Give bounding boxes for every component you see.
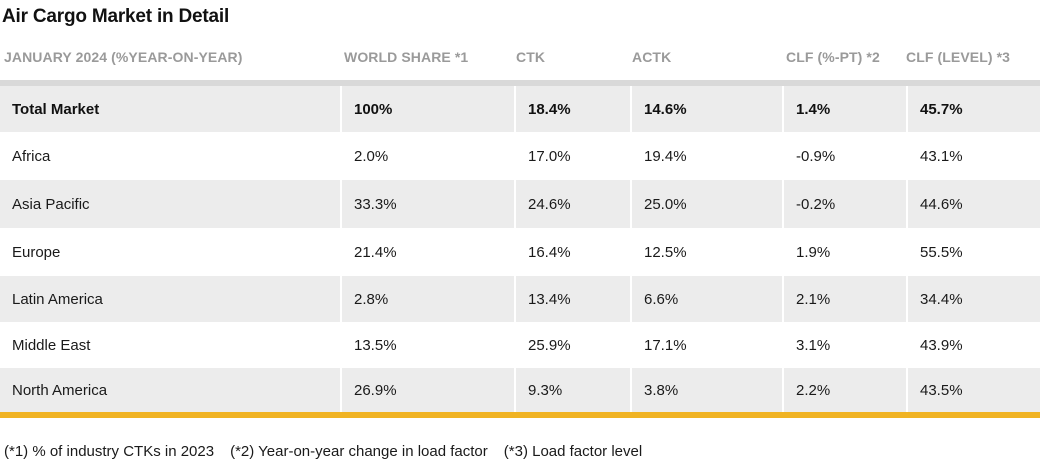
- row-label: Europe: [12, 243, 61, 261]
- world-share-cell: 100%: [340, 86, 514, 132]
- header-clf-level: CLF (LEVEL) *3: [906, 49, 1011, 65]
- footnote-1: (*1) % of industry CTKs in 2023: [4, 443, 215, 460]
- actk-cell: 25.0%: [630, 180, 782, 228]
- world-share-cell: 33.3%: [340, 180, 514, 228]
- table-row-total: Total Market 100% 18.4% 14.6% 1.4% 45.7%: [0, 86, 1040, 132]
- actk-cell: 19.4%: [630, 132, 782, 180]
- actk-cell: 6.6%: [630, 276, 782, 322]
- row-label: Africa: [12, 147, 51, 165]
- ctk-cell: 9.3%: [514, 368, 630, 412]
- table-row: Europe 21.4% 16.4% 12.5% 1.9% 55.5%: [0, 228, 1040, 276]
- clf-pt-cell: 1.4%: [782, 86, 906, 132]
- clf-level-cell: 34.4%: [906, 276, 1040, 322]
- world-share-cell: 13.5%: [340, 322, 514, 368]
- clf-pt-cell: 1.9%: [782, 228, 906, 276]
- actk-cell: 17.1%: [630, 322, 782, 368]
- ctk-cell: 25.9%: [514, 322, 630, 368]
- clf-level-cell: 55.5%: [906, 228, 1040, 276]
- footnote-3: (*3) Load factor level: [503, 443, 643, 460]
- row-label: Asia Pacific: [12, 195, 90, 213]
- header-world-share: WORLD SHARE *1: [344, 49, 469, 65]
- table-bottom-rule: [0, 412, 1040, 418]
- table-header: JANUARY 2024 (%YEAR-ON-YEAR) WORLD SHARE…: [0, 38, 1040, 80]
- clf-level-cell: 45.7%: [906, 86, 1040, 132]
- clf-level-cell: 43.9%: [906, 322, 1040, 368]
- world-share-cell: 2.8%: [340, 276, 514, 322]
- header-ctk: CTK: [516, 49, 546, 65]
- clf-pt-cell: 3.1%: [782, 322, 906, 368]
- row-label: North America: [12, 381, 108, 399]
- ctk-cell: 18.4%: [514, 86, 630, 132]
- row-label: Middle East: [12, 336, 91, 354]
- clf-level-cell: 44.6%: [906, 180, 1040, 228]
- header-actk: ACTK: [632, 49, 672, 65]
- ctk-cell: 16.4%: [514, 228, 630, 276]
- clf-level-cell: 43.5%: [906, 368, 1040, 412]
- footnotes: (*1) % of industry CTKs in 2023 (*2) Yea…: [4, 443, 658, 460]
- table-body: Total Market 100% 18.4% 14.6% 1.4% 45.7%…: [0, 86, 1040, 412]
- row-label: Total Market: [12, 100, 100, 118]
- world-share-cell: 21.4%: [340, 228, 514, 276]
- clf-pt-cell: -0.9%: [782, 132, 906, 180]
- world-share-cell: 2.0%: [340, 132, 514, 180]
- header-clf-pt: CLF (%-PT) *2: [786, 49, 880, 65]
- page-title: Air Cargo Market in Detail: [2, 6, 230, 27]
- ctk-cell: 24.6%: [514, 180, 630, 228]
- clf-level-cell: 43.1%: [906, 132, 1040, 180]
- table-row: Asia Pacific 33.3% 24.6% 25.0% -0.2% 44.…: [0, 180, 1040, 228]
- table-row: Latin America 2.8% 13.4% 6.6% 2.1% 34.4%: [0, 276, 1040, 322]
- clf-pt-cell: 2.1%: [782, 276, 906, 322]
- header-divider: [0, 80, 1040, 86]
- world-share-cell: 26.9%: [340, 368, 514, 412]
- header-region: JANUARY 2024 (%YEAR-ON-YEAR): [4, 49, 243, 65]
- clf-pt-cell: 2.2%: [782, 368, 906, 412]
- ctk-cell: 13.4%: [514, 276, 630, 322]
- row-label: Latin America: [12, 290, 103, 308]
- footnote-2: (*2) Year-on-year change in load factor: [230, 443, 488, 460]
- ctk-cell: 17.0%: [514, 132, 630, 180]
- actk-cell: 12.5%: [630, 228, 782, 276]
- table-row: Africa 2.0% 17.0% 19.4% -0.9% 43.1%: [0, 132, 1040, 180]
- table-row: Middle East 13.5% 25.9% 17.1% 3.1% 43.9%: [0, 322, 1040, 368]
- actk-cell: 14.6%: [630, 86, 782, 132]
- actk-cell: 3.8%: [630, 368, 782, 412]
- market-table: JANUARY 2024 (%YEAR-ON-YEAR) WORLD SHARE…: [0, 38, 1040, 412]
- clf-pt-cell: -0.2%: [782, 180, 906, 228]
- table-row: North America 26.9% 9.3% 3.8% 2.2% 43.5%: [0, 368, 1040, 412]
